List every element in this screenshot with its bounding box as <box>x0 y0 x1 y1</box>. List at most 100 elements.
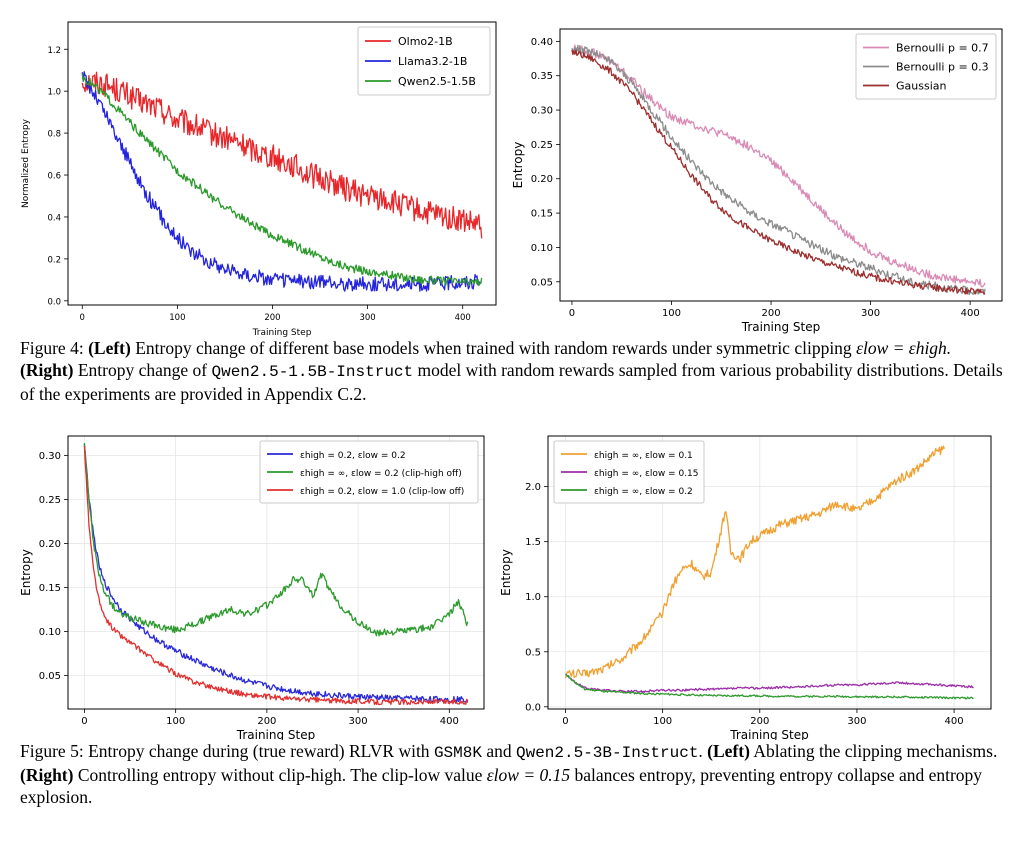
x-tick-label: 200 <box>750 716 769 727</box>
x-axis-label: Training Step <box>252 328 312 338</box>
x-tick-label: 100 <box>169 313 185 323</box>
y-tick-label: 0.15 <box>531 209 553 220</box>
x-tick-label: 400 <box>945 716 964 727</box>
y-tick-label: 0.10 <box>531 243 553 254</box>
legend-label: εhigh = ∞, εlow = 0.2 <box>594 487 693 497</box>
y-tick-label: 0.0 <box>47 297 61 307</box>
y-tick-label: 0.15 <box>39 583 61 594</box>
x-axis-label: Training Step <box>741 320 821 334</box>
y-tick-label: 1.0 <box>525 592 541 603</box>
fig5-right-label: (Right) <box>20 765 74 785</box>
series-line-0 <box>571 44 986 288</box>
y-axis-label: Entropy <box>500 549 513 596</box>
fig5-left-label: (Left) <box>707 741 750 761</box>
series-line-2 <box>571 49 986 295</box>
y-tick-label: 0.8 <box>47 130 61 140</box>
series-line-1 <box>565 673 974 694</box>
x-tick-label: 100 <box>653 716 672 727</box>
x-tick-label: 200 <box>257 716 276 727</box>
y-axis-label: Normalized Entropy <box>21 118 31 208</box>
series-line-1 <box>83 442 469 637</box>
fig4-text-3: model with random rewards sampled from v… <box>20 360 1003 404</box>
series-line-1 <box>81 71 483 292</box>
figure-4-caption: Figure 4: (Left) Entropy change of diffe… <box>20 337 1005 405</box>
legend-label: εhigh = 0.2, εlow = 1.0 (clip-low off) <box>300 487 464 497</box>
chart-entropy-reward-distributions: 0 100 200 300 400 0.05 0.10 0.15 0.20 0.25 0.30 0.3… <box>512 28 1003 334</box>
legend-label: Qwen2.5-1.5B <box>398 75 476 88</box>
y-tick-label: 0.25 <box>531 140 553 151</box>
plot-frame <box>547 435 992 710</box>
figure-5-caption: Figure 5: Entropy change during (true re… <box>20 741 998 807</box>
x-tick-label: 400 <box>440 716 459 727</box>
legend-label: εhigh = ∞, εlow = 0.2 (clip-high off) <box>300 469 462 479</box>
fig5-text-3: Controlling entropy without clip-high. T… <box>77 765 483 785</box>
y-tick-label: 0.20 <box>531 174 553 185</box>
chart-normalized-entropy-base-models: 0 100 200 300 400 0.0 0.2 0.4 0.6 0.8 1.0 1.2 Traini… <box>21 21 497 338</box>
y-tick-label: 0.25 <box>39 495 61 506</box>
y-tick-label: 1.5 <box>525 537 541 548</box>
legend-label: εhigh = 0.2, εlow = 0.2 <box>300 451 406 461</box>
x-tick-label: 300 <box>349 716 368 727</box>
y-tick-label: 1.0 <box>47 88 61 98</box>
series-line-2 <box>81 73 483 287</box>
x-tick-label: 300 <box>861 308 880 319</box>
x-tick-label: 0 <box>569 308 575 319</box>
y-axis-label: Entropy <box>512 142 525 189</box>
legend-label: Gaussian <box>896 80 946 93</box>
legend-label: εhigh = ∞, εlow = 0.1 <box>594 451 693 461</box>
y-tick-label: 0.0 <box>525 702 541 713</box>
legend-label: Olmo2-1B <box>398 35 453 48</box>
fig4-right-label: (Right) <box>20 360 74 380</box>
legend-label: Bernoulli p = 0.3 <box>896 61 989 74</box>
fig5-label: Figure 5: <box>20 741 84 761</box>
chart-entropy-clip-low-control: 0 100 200 300 400 0.0 0.5 1.0 1.5 2.0 Training Ste… <box>500 435 992 740</box>
y-tick-label: 0.05 <box>39 671 61 682</box>
fig5-text-2: Ablating the clipping mechanisms. <box>753 741 998 761</box>
fig4-left-label: (Left) <box>88 338 131 358</box>
x-axis-label: Training Step <box>729 728 809 740</box>
x-tick-label: 400 <box>455 313 471 323</box>
y-tick-label: 0.10 <box>39 627 61 638</box>
x-tick-label: 100 <box>662 308 681 319</box>
fig5-eps-value: εlow = 0.15 <box>486 765 571 785</box>
fig5-model-code: Qwen2.5-3B-Instruct <box>515 744 699 762</box>
y-tick-label: 0.30 <box>39 451 61 462</box>
y-tick-label: 0.4 <box>47 213 61 223</box>
plot-frame <box>67 21 497 306</box>
y-tick-label: 2.0 <box>525 482 541 493</box>
y-tick-label: 0.20 <box>39 539 61 550</box>
fig4-text-2: Entropy change of <box>77 360 208 380</box>
x-tick-label: 300 <box>847 716 866 727</box>
x-tick-label: 200 <box>264 313 280 323</box>
x-tick-label: 200 <box>761 308 780 319</box>
y-tick-label: 0.2 <box>47 255 61 265</box>
legend-label: εhigh = ∞, εlow = 0.15 <box>594 469 699 479</box>
fig4-label: Figure 4: <box>20 338 84 358</box>
y-axis-label: Entropy <box>19 549 33 596</box>
x-tick-label: 0 <box>81 716 87 727</box>
y-tick-label: 0.30 <box>531 106 553 117</box>
fig5-and: and <box>486 741 512 761</box>
x-axis-label: Training Step <box>236 728 316 740</box>
chart-entropy-clipping-ablation: 0 100 200 300 400 0.05 0.10 0.15 0.20 0.25 0.30 Tra… <box>19 435 485 740</box>
fig4-text-1: Entropy change of different base models … <box>135 338 852 358</box>
fig5-dataset-code: GSM8K <box>433 744 482 762</box>
fig5-text-1: Entropy change during (true reward) RLVR… <box>88 741 430 761</box>
x-tick-label: 300 <box>359 313 375 323</box>
plot-frame <box>67 435 485 710</box>
legend-box <box>357 26 491 96</box>
series-line-0 <box>83 444 469 704</box>
plot-frame <box>559 28 1003 302</box>
series-line-2 <box>565 673 974 700</box>
fig4-eps-equation: εlow = εhigh. <box>856 338 952 358</box>
y-tick-label: 0.05 <box>531 277 553 288</box>
y-tick-label: 0.40 <box>531 37 553 48</box>
y-tick-label: 0.6 <box>47 172 61 182</box>
series-line-0 <box>564 445 946 679</box>
series-line-0 <box>81 71 483 239</box>
y-tick-label: 1.2 <box>47 46 61 56</box>
y-tick-label: 0.35 <box>531 71 553 82</box>
fig4-model-code: Qwen2.5-1.5B-Instruct <box>211 363 414 381</box>
y-tick-label: 0.5 <box>525 647 541 658</box>
legend-label: Bernoulli p = 0.7 <box>896 42 989 55</box>
